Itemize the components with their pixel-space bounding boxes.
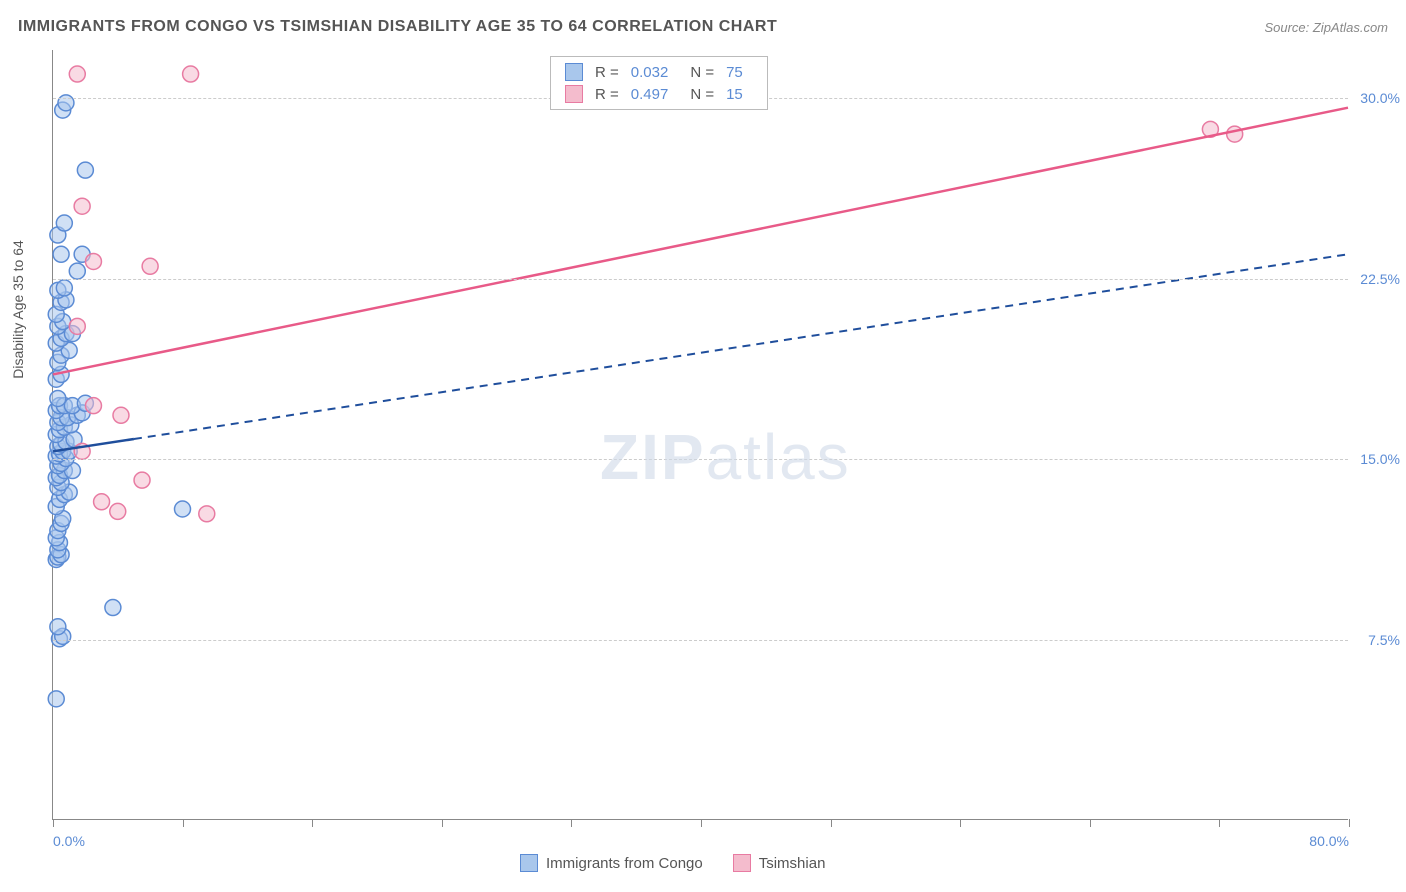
x-tick [312, 819, 313, 827]
x-tick [183, 819, 184, 827]
congo-point [77, 162, 93, 178]
congo-point [56, 215, 72, 231]
stats-row: R = 0.032 N = 75 [551, 61, 767, 83]
correlation-chart: IMMIGRANTS FROM CONGO VS TSIMSHIAN DISAB… [0, 0, 1406, 892]
x-tick-label: 0.0% [53, 833, 85, 849]
r-label: R = [595, 86, 619, 103]
x-tick [53, 819, 54, 827]
tsimshian-point [69, 66, 85, 82]
congo-point [50, 619, 66, 635]
tsimshian-point [74, 198, 90, 214]
x-tick [1219, 819, 1220, 827]
legend-swatch [733, 854, 751, 872]
tsimshian-point [1227, 126, 1243, 142]
legend-item: Immigrants from Congo [520, 854, 703, 872]
y-tick-label: 22.5% [1352, 271, 1400, 287]
n-label: N = [690, 64, 714, 81]
congo-point [175, 501, 191, 517]
tsimshian-point [113, 407, 129, 423]
y-axis-label: Disability Age 35 to 64 [10, 240, 26, 379]
x-tick [1349, 819, 1350, 827]
x-tick [1090, 819, 1091, 827]
x-tick [960, 819, 961, 827]
bottom-legend: Immigrants from Congo Tsimshian [520, 854, 825, 872]
gridline [53, 640, 1348, 641]
tsimshian-point [199, 506, 215, 522]
plot-area: 7.5%15.0%22.5%30.0%0.0%80.0% [52, 50, 1348, 820]
n-label: N = [690, 86, 714, 103]
r-value: 0.032 [631, 64, 669, 81]
stats-row: R = 0.497 N = 15 [551, 83, 767, 105]
plot-svg [53, 50, 1348, 819]
congo-point [50, 390, 66, 406]
tsimshian-point [85, 398, 101, 414]
legend-swatch [565, 63, 583, 81]
tsimshian-point [85, 253, 101, 269]
r-value: 0.497 [631, 86, 669, 103]
x-tick [831, 819, 832, 827]
tsimshian-point [110, 503, 126, 519]
x-tick [701, 819, 702, 827]
legend-swatch [520, 854, 538, 872]
gridline [53, 279, 1348, 280]
gridline [53, 459, 1348, 460]
tsimshian-point [134, 472, 150, 488]
x-tick-label: 80.0% [1309, 833, 1349, 849]
congo-point [48, 691, 64, 707]
congo-point [69, 263, 85, 279]
r-label: R = [595, 64, 619, 81]
y-tick-label: 7.5% [1352, 632, 1400, 648]
n-value: 75 [726, 64, 743, 81]
trend-line-dashed [134, 254, 1348, 439]
trend-line-solid [53, 108, 1348, 375]
tsimshian-point [69, 318, 85, 334]
tsimshian-point [94, 494, 110, 510]
chart-title: IMMIGRANTS FROM CONGO VS TSIMSHIAN DISAB… [18, 18, 777, 36]
source-attribution: Source: ZipAtlas.com [1264, 20, 1388, 35]
y-tick-label: 30.0% [1352, 90, 1400, 106]
x-tick [571, 819, 572, 827]
x-tick [442, 819, 443, 827]
legend-item: Tsimshian [733, 854, 826, 872]
n-value: 15 [726, 86, 743, 103]
y-tick-label: 15.0% [1352, 451, 1400, 467]
legend-swatch [565, 85, 583, 103]
congo-point [105, 600, 121, 616]
congo-point [56, 280, 72, 296]
tsimshian-point [183, 66, 199, 82]
tsimshian-point [142, 258, 158, 274]
stats-legend-box: R = 0.032 N = 75 R = 0.497 N = 15 [550, 56, 768, 110]
congo-point [53, 246, 69, 262]
legend-label: Immigrants from Congo [546, 855, 703, 872]
legend-label: Tsimshian [759, 855, 826, 872]
